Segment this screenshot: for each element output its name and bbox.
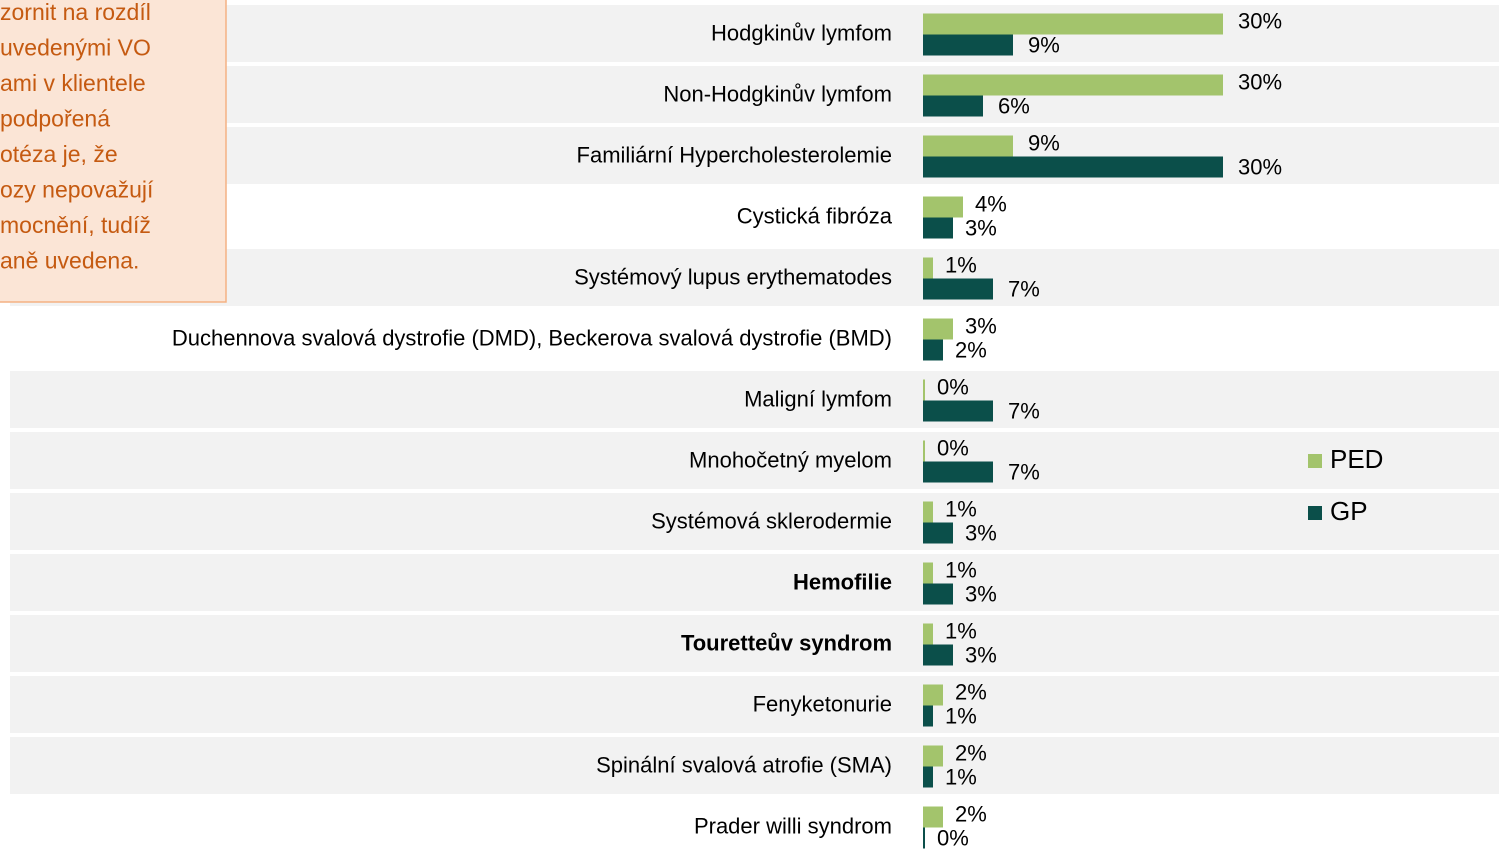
value-label: 6% — [998, 93, 1030, 118]
bar — [923, 623, 933, 645]
row-stripe — [10, 371, 1499, 428]
bar — [923, 156, 1223, 178]
category-label: Non-Hodgkinův lymfom — [663, 81, 892, 106]
bar — [923, 13, 1223, 35]
value-label: 7% — [1008, 276, 1040, 301]
category-label: Fenyketonurie — [753, 691, 892, 716]
value-label: 0% — [937, 825, 969, 850]
value-label: 0% — [937, 374, 969, 399]
bar — [923, 461, 993, 483]
value-label: 7% — [1008, 398, 1040, 423]
value-label: 1% — [945, 496, 977, 521]
value-label: 2% — [955, 740, 987, 765]
value-label: 0% — [937, 435, 969, 460]
bar — [923, 501, 933, 523]
category-label: Duchennova svalová dystrofie (DMD), Beck… — [172, 325, 892, 350]
value-label: 1% — [945, 764, 977, 789]
bar — [923, 95, 983, 117]
bar — [923, 74, 1223, 96]
row-stripe — [10, 127, 1499, 184]
category-label: Hodgkinův lymfom — [711, 20, 892, 45]
value-label: 2% — [955, 679, 987, 704]
plot: Hodgkinův lymfom 30% 9% Non-Hodgkinův lymfo… — [172, 8, 1384, 850]
note-line: ozy nepovažují — [0, 177, 154, 203]
value-label: 3% — [965, 520, 997, 545]
row-stripes — [10, 5, 1499, 794]
bar — [923, 827, 925, 849]
category-label: Mnohočetný myelom — [689, 447, 892, 472]
value-label: 30% — [1238, 8, 1282, 33]
row-stripe — [10, 615, 1499, 672]
note-line: podpořená — [0, 106, 110, 132]
category-label: Spinální svalová atrofie (SMA) — [596, 752, 892, 777]
row-stripe — [10, 554, 1499, 611]
value-label: 2% — [955, 337, 987, 362]
bar — [923, 705, 933, 727]
value-label: 7% — [1008, 459, 1040, 484]
bar — [923, 766, 933, 788]
bar — [923, 257, 933, 279]
value-label: 1% — [945, 703, 977, 728]
note-box: zornit na rozdíl uvedenými VO ami v klient… — [0, 0, 227, 303]
category-label: Hemofilie — [793, 569, 892, 594]
value-label: 30% — [1238, 154, 1282, 179]
value-label: 30% — [1238, 69, 1282, 94]
bar — [923, 806, 943, 828]
row-stripe — [10, 5, 1499, 62]
note-background — [0, 0, 227, 303]
note-line: uvedenými VO — [0, 35, 151, 61]
bar — [923, 745, 943, 767]
bar — [923, 135, 1013, 157]
category-label: Systémový lupus erythematodes — [574, 264, 892, 289]
value-label: 1% — [945, 618, 977, 643]
category-label: Systémová sklerodermie — [651, 508, 892, 533]
bar — [923, 440, 925, 462]
value-label: 3% — [965, 215, 997, 240]
note-line: mocnění, tudíž — [0, 212, 151, 238]
category-label: Maligní lymfom — [744, 386, 892, 411]
value-label: 1% — [945, 252, 977, 277]
category-label: Cystická fibróza — [737, 203, 893, 228]
category-label: Familiární Hypercholesterolemie — [577, 142, 892, 167]
bar — [923, 278, 993, 300]
bar — [923, 644, 953, 666]
bar — [923, 562, 933, 584]
legend-swatch — [1308, 506, 1322, 520]
value-label: 3% — [965, 313, 997, 338]
bar — [923, 522, 953, 544]
row-stripe — [10, 249, 1499, 306]
legend-label: GP — [1330, 496, 1368, 526]
note-line: otéza je, že — [0, 141, 118, 167]
bar — [923, 400, 993, 422]
value-label: 3% — [965, 642, 997, 667]
bar — [923, 379, 925, 401]
row-stripe — [10, 676, 1499, 733]
category-label: Touretteův syndrom — [681, 630, 892, 655]
bar — [923, 196, 963, 218]
legend-label: PED — [1330, 444, 1383, 474]
value-label: 9% — [1028, 32, 1060, 57]
note-line: zornit na rozdíl — [0, 0, 151, 25]
bar — [923, 318, 953, 340]
bar — [923, 684, 943, 706]
value-label: 3% — [965, 581, 997, 606]
note-line: aně uvedena. — [0, 248, 139, 274]
value-label: 1% — [945, 557, 977, 582]
row-stripe — [10, 432, 1499, 489]
value-label: 9% — [1028, 130, 1060, 155]
category-label: Prader willi syndrom — [694, 813, 892, 838]
bar — [923, 339, 943, 361]
row-stripe — [10, 493, 1499, 550]
legend-swatch — [1308, 454, 1322, 468]
bar — [923, 583, 953, 605]
bar — [923, 217, 953, 239]
note-line: ami v klientele — [0, 70, 146, 96]
value-label: 4% — [975, 191, 1007, 216]
row-stripe — [10, 737, 1499, 794]
bar — [923, 34, 1013, 56]
row-stripe — [10, 66, 1499, 123]
value-label: 2% — [955, 801, 987, 826]
